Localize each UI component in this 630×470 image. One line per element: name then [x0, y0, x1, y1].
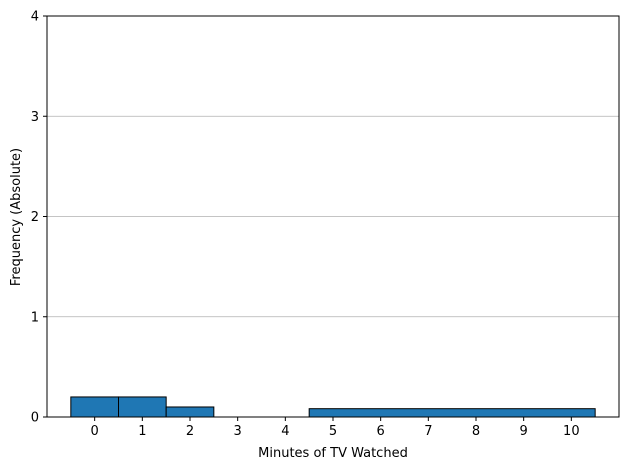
y-axis-label: Frequency (Absolute)	[9, 148, 24, 286]
y-tick-label-4: 4	[31, 10, 39, 25]
y-tick-label-2: 2	[31, 210, 39, 225]
histogram-bar-3	[308, 408, 596, 418]
y-tick-label-1: 1	[31, 310, 39, 325]
x-tick-label-8: 8	[472, 424, 480, 439]
x-tick-label-0: 0	[91, 424, 99, 439]
grid-lines	[47, 115, 619, 318]
x-axis-label: Minutes of TV Watched	[258, 446, 408, 461]
x-tick-label-3: 3	[234, 424, 242, 439]
x-tick-label-10: 10	[563, 424, 580, 439]
histogram-bar-2	[165, 406, 215, 418]
x-axis: 0 1 2 3 4 5 6 7 8 9 10	[91, 417, 580, 439]
histogram-bar-0	[70, 396, 120, 418]
x-tick-label-1: 1	[138, 424, 146, 439]
x-tick-label-6: 6	[377, 424, 385, 439]
x-tick-label-7: 7	[424, 424, 432, 439]
y-tick-label-0: 0	[31, 411, 39, 426]
histogram-bar-1	[118, 396, 167, 418]
y-axis: 0 1 2 3 4	[31, 10, 47, 426]
x-tick-label-9: 9	[520, 424, 528, 439]
x-tick-label-2: 2	[186, 424, 194, 439]
x-tick-label-5: 5	[329, 424, 337, 439]
y-tick-label-3: 3	[31, 110, 39, 125]
bars	[70, 396, 596, 418]
x-tick-label-4: 4	[281, 424, 289, 439]
